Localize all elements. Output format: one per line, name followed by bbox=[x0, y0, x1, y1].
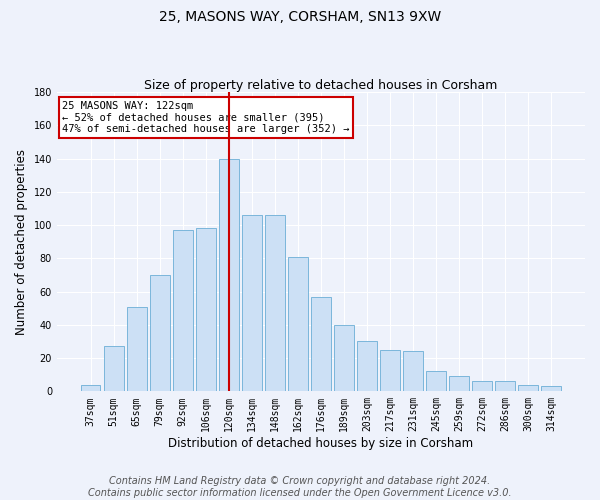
Bar bbox=[311, 296, 331, 392]
Bar bbox=[127, 306, 146, 392]
Title: Size of property relative to detached houses in Corsham: Size of property relative to detached ho… bbox=[144, 79, 497, 92]
Bar bbox=[449, 376, 469, 392]
Bar bbox=[334, 325, 354, 392]
Bar bbox=[104, 346, 124, 392]
Bar bbox=[265, 215, 284, 392]
Bar bbox=[472, 382, 492, 392]
Bar bbox=[150, 275, 170, 392]
Bar bbox=[380, 350, 400, 392]
Bar bbox=[81, 384, 100, 392]
Bar bbox=[219, 158, 239, 392]
Bar bbox=[173, 230, 193, 392]
Text: 25, MASONS WAY, CORSHAM, SN13 9XW: 25, MASONS WAY, CORSHAM, SN13 9XW bbox=[159, 10, 441, 24]
Text: 25 MASONS WAY: 122sqm
← 52% of detached houses are smaller (395)
47% of semi-det: 25 MASONS WAY: 122sqm ← 52% of detached … bbox=[62, 101, 350, 134]
Bar bbox=[403, 352, 423, 392]
Bar bbox=[541, 386, 561, 392]
Bar bbox=[288, 256, 308, 392]
Bar bbox=[196, 228, 215, 392]
Y-axis label: Number of detached properties: Number of detached properties bbox=[15, 148, 28, 334]
Bar bbox=[426, 372, 446, 392]
X-axis label: Distribution of detached houses by size in Corsham: Distribution of detached houses by size … bbox=[169, 437, 473, 450]
Bar bbox=[496, 382, 515, 392]
Bar bbox=[357, 342, 377, 392]
Bar bbox=[242, 215, 262, 392]
Bar bbox=[518, 384, 538, 392]
Text: Contains HM Land Registry data © Crown copyright and database right 2024.
Contai: Contains HM Land Registry data © Crown c… bbox=[88, 476, 512, 498]
